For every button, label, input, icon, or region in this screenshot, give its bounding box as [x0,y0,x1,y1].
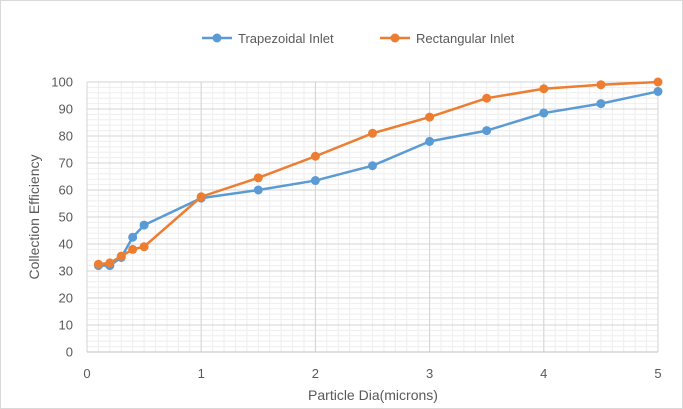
data-point [368,161,377,171]
x-tick-label: 3 [426,366,433,381]
y-tick-label: 20 [59,291,73,306]
data-point [425,112,435,122]
data-point [128,232,138,242]
y-tick-label: 50 [59,210,73,225]
data-point [368,128,377,138]
y-tick-label: 0 [66,345,73,360]
data-point [539,84,549,94]
data-point [482,93,492,103]
series-layer [93,77,663,271]
data-point [93,259,103,269]
y-tick-label: 80 [59,129,73,144]
data-point [310,151,320,161]
legend-label-trapezoidal: Trapezoidal Inlet [238,31,334,46]
x-tick-label: 5 [654,366,661,381]
data-point [310,176,320,186]
data-point [425,136,435,146]
y-tick-label: 60 [59,183,73,198]
legend: Trapezoidal Inlet Rectangular Inlet [202,31,515,46]
data-point [596,99,606,109]
y-tick-label: 30 [59,264,73,279]
x-tick-label: 0 [83,366,90,381]
y-tick-label: 100 [51,75,73,90]
y-tick-label: 90 [59,102,73,117]
x-tick-label: 2 [312,366,319,381]
data-point [139,220,149,230]
data-point [539,108,549,118]
series-1 [93,77,663,269]
axes: 0 10 20 30 40 50 60 70 80 90 100 0 1 2 3 4 5 [51,75,661,382]
legend-item-rectangular[interactable]: Rectangular Inlet [380,31,515,46]
data-point [116,251,126,261]
data-point [482,126,492,136]
legend-swatch-marker [390,33,400,43]
data-point [253,173,263,183]
data-point [105,258,115,268]
x-tick-label: 4 [540,366,547,381]
series-line [98,90,659,267]
data-point [128,244,138,254]
x-tick-label: 1 [198,366,205,381]
data-point [653,86,663,96]
y-axis-title: Collection Efficiency [26,154,42,279]
x-axis-title: Particle Dia(microns) [308,387,438,403]
data-point [596,80,606,90]
legend-item-trapezoidal[interactable]: Trapezoidal Inlet [202,31,334,46]
legend-label-rectangular: Rectangular Inlet [416,31,515,46]
data-point [139,242,149,252]
y-tick-label: 40 [59,237,73,252]
grid [86,81,659,353]
data-point [253,185,263,195]
y-tick-label: 70 [59,156,73,171]
y-tick-label: 10 [59,318,73,333]
data-point [653,77,663,87]
legend-swatch-marker [212,33,222,43]
data-point [196,192,206,202]
